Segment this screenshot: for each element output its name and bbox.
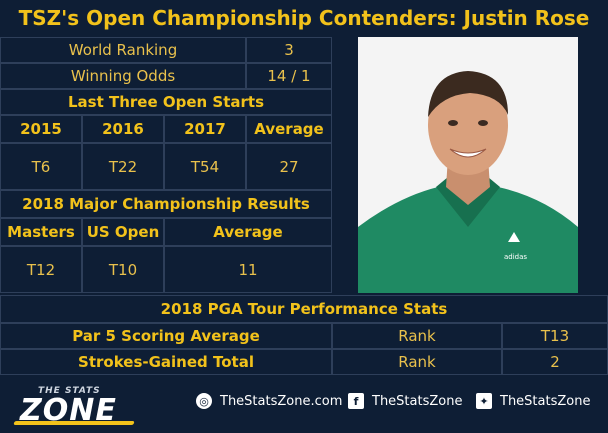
- facebook-text: TheStatsZone: [372, 393, 463, 409]
- par5-rank-value: T13: [502, 323, 608, 349]
- majors-col-average: Average: [164, 218, 332, 246]
- par5-rank-label: Rank: [332, 323, 502, 349]
- open-starts-col-average: Average: [246, 115, 332, 143]
- twitter-icon: ✦: [476, 393, 492, 409]
- winning-odds-label: Winning Odds: [0, 63, 246, 89]
- shirt-brand-text: adidas: [504, 253, 528, 261]
- majors-average-value: 11: [164, 246, 332, 293]
- pga-stats-heading: 2018 PGA Tour Performance Stats: [0, 295, 608, 323]
- open-starts-col-2016: 2016: [82, 115, 164, 143]
- open-starts-average-value: 27: [246, 143, 332, 190]
- sg-total-rank-value: 2: [502, 349, 608, 375]
- world-ranking-value: 3: [246, 37, 332, 63]
- majors-masters-value: T12: [0, 246, 82, 293]
- sg-total-rank-label: Rank: [332, 349, 502, 375]
- twitter-text: TheStatsZone: [500, 393, 591, 409]
- player-photo: adidas: [358, 37, 578, 293]
- majors-heading: 2018 Major Championship Results: [0, 190, 332, 218]
- open-starts-2016-value: T22: [82, 143, 164, 190]
- open-starts-2017-value: T54: [164, 143, 246, 190]
- open-starts-col-2017: 2017: [164, 115, 246, 143]
- open-starts-heading: Last Three Open Starts: [0, 89, 332, 115]
- sg-total-label: Strokes-Gained Total: [0, 349, 332, 375]
- world-ranking-label: World Ranking: [0, 37, 246, 63]
- brand-logo-top: THE STATS: [38, 386, 101, 396]
- website-link[interactable]: ◎ TheStatsZone.com: [196, 393, 342, 409]
- majors-col-us-open: US Open: [82, 218, 164, 246]
- majors-us-open-value: T10: [82, 246, 164, 293]
- twitter-link[interactable]: ✦ TheStatsZone: [476, 393, 590, 409]
- majors-col-masters: Masters: [0, 218, 82, 246]
- facebook-icon: f: [348, 393, 364, 409]
- brand-logo-swoosh: [13, 421, 135, 425]
- page-title: TSZ's Open Championship Contenders: Just…: [18, 6, 590, 30]
- par5-label: Par 5 Scoring Average: [0, 323, 332, 349]
- open-starts-2015-value: T6: [0, 143, 82, 190]
- winning-odds-value: 14 / 1: [246, 63, 332, 89]
- player-portrait-illustration: [358, 37, 578, 293]
- website-text: TheStatsZone.com: [220, 393, 343, 409]
- facebook-link[interactable]: f TheStatsZone: [348, 393, 462, 409]
- globe-icon: ◎: [196, 393, 212, 409]
- open-starts-col-2015: 2015: [0, 115, 82, 143]
